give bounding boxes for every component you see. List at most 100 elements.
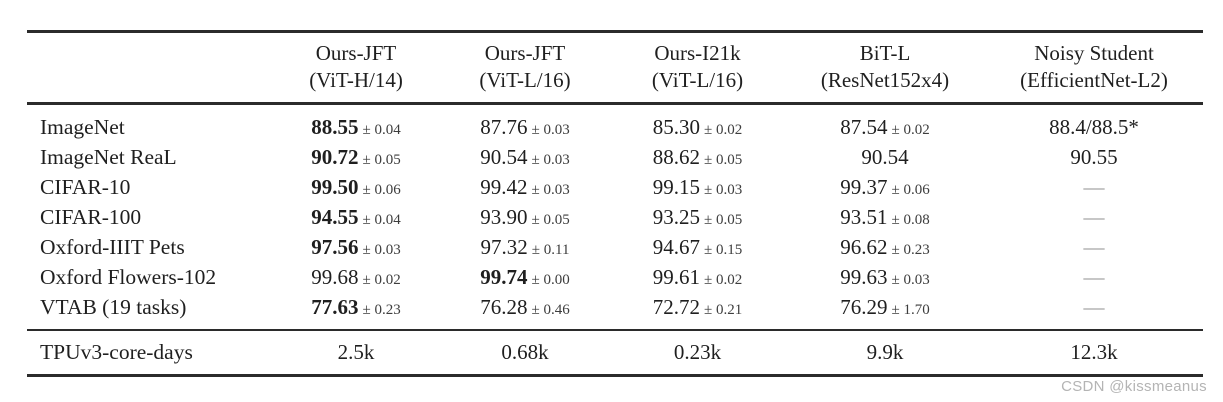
cell-value: 87.76: [480, 114, 528, 139]
cell-error-margin: ± 0.02: [704, 271, 743, 288]
cell-value: 90.54: [480, 144, 528, 169]
row-label: Oxford Flowers-102: [40, 264, 217, 289]
column-header-model: Noisy Student: [1034, 40, 1154, 65]
result-cell: 87.54 ± 0.02: [785, 104, 985, 143]
cell-error-margin: ± 0.04: [362, 211, 401, 228]
result-cell: 88.55 ± 0.04: [272, 104, 440, 143]
cell-error-margin: ± 0.03: [891, 271, 930, 288]
result-cell: 88.62 ± 0.05: [610, 142, 785, 172]
row-label: VTAB (19 tasks): [40, 294, 187, 319]
result-cell: 93.51 ± 0.08: [785, 202, 985, 232]
result-cell: 90.55: [985, 142, 1203, 172]
cell-value: —: [1083, 234, 1105, 259]
cell-value: 94.55: [311, 204, 359, 229]
result-cell: 72.72 ± 0.21: [610, 292, 785, 330]
cell-value: 99.50: [311, 174, 359, 199]
result-cell: 87.76 ± 0.03: [440, 104, 610, 143]
row-label: CIFAR-10: [40, 174, 131, 199]
result-cell: 99.74 ± 0.00: [440, 262, 610, 292]
cell-error-margin: ± 0.03: [531, 181, 570, 198]
table-row: Oxford Flowers-102 99.68 ± 0.02 99.74 ± 0.00…: [27, 262, 1203, 292]
cell-error-margin: ± 0.03: [531, 151, 570, 168]
table-row: CIFAR-10 99.50 ± 0.06 99.42 ± 0.03 99.15 ± 0.0…: [27, 172, 1203, 202]
cell-value: 93.51: [840, 204, 888, 229]
result-cell: 90.54: [785, 142, 985, 172]
column-header-architecture: (EfficientNet-L2): [1020, 67, 1168, 92]
cell-value: 93.90: [480, 204, 528, 229]
result-cell: 77.63 ± 0.23: [272, 292, 440, 330]
cell-error-margin: ± 0.03: [362, 241, 401, 258]
result-cell: 99.61 ± 0.02: [610, 262, 785, 292]
result-cell: 99.15 ± 0.03: [610, 172, 785, 202]
table-header: Ours-JFT (ViT-H/14) Ours-JFT (ViT-L/16) Ours…: [27, 31, 1203, 105]
cell-value: —: [1083, 204, 1105, 229]
cell-value: 99.63: [840, 264, 888, 289]
result-cell: —: [985, 202, 1203, 232]
cell-value: 99.15: [652, 174, 700, 199]
cell-value: 99.68: [311, 264, 359, 289]
cell-value: 88.55: [311, 114, 359, 139]
row-label: CIFAR-100: [40, 204, 142, 229]
result-cell: —: [985, 292, 1203, 330]
cell-error-margin: ± 0.21: [704, 301, 743, 318]
table-row: ImageNet ReaL 90.72 ± 0.05 90.54 ± 0.03 88.62…: [27, 142, 1203, 172]
cell-value: 76.29: [840, 294, 888, 319]
cell-value: 96.62: [840, 234, 888, 259]
cell-value: 76.28: [480, 294, 528, 319]
result-cell: 99.50 ± 0.06: [272, 172, 440, 202]
cell-value: —: [1083, 174, 1105, 199]
row-label: ImageNet: [40, 114, 125, 139]
results-table: Ours-JFT (ViT-H/14) Ours-JFT (ViT-L/16) Ours…: [27, 30, 1203, 377]
footer-cell: 0.68k: [440, 329, 610, 376]
result-cell: 93.90 ± 0.05: [440, 202, 610, 232]
cell-value: 97.56: [311, 234, 359, 259]
header-row: Ours-JFT (ViT-H/14) Ours-JFT (ViT-L/16) Ours…: [27, 31, 1203, 105]
footer-cell: 2.5k: [272, 329, 440, 376]
result-cell: 88.4/88.5*: [985, 104, 1203, 143]
cell-error-margin: ± 0.05: [704, 151, 743, 168]
cell-value: 99.61: [652, 264, 700, 289]
cell-error-margin: ± 0.03: [704, 181, 743, 198]
column-header: Ours-JFT (ViT-L/16): [440, 31, 610, 105]
footer-row-label: TPUv3-core-days: [27, 329, 272, 376]
cell-value: 72.72: [652, 294, 700, 319]
result-cell: 85.30 ± 0.02: [610, 104, 785, 143]
table-body: ImageNet 88.55 ± 0.04 87.76 ± 0.03 85.30 ± 0.0…: [27, 104, 1203, 331]
result-cell: 97.32 ± 0.11: [440, 232, 610, 262]
cell-value: 90.54: [861, 144, 909, 169]
cell-error-margin: ± 0.06: [891, 181, 930, 198]
column-header-model: Ours-JFT: [484, 40, 566, 65]
column-header-architecture: (ViT-L/16): [479, 67, 571, 92]
csdn-watermark: CSDN @kissmeanus: [1061, 378, 1207, 395]
cell-value: 77.63: [311, 294, 359, 319]
cell-value: —: [1083, 264, 1105, 289]
cell-value: 90.55: [1070, 144, 1118, 169]
table-row: CIFAR-100 94.55 ± 0.04 93.90 ± 0.05 93.25 ± 0.…: [27, 202, 1203, 232]
cell-value: 99.74: [480, 264, 528, 289]
header-corner-cell: [27, 31, 272, 105]
cell-value: 99.42: [480, 174, 528, 199]
cell-error-margin: ± 0.02: [362, 271, 401, 288]
footer-cell: 0.23k: [610, 329, 785, 376]
cell-value: 88.4/88.5*: [1049, 114, 1139, 139]
cell-error-margin: ± 0.08: [891, 211, 930, 228]
row-label: ImageNet ReaL: [40, 144, 177, 169]
footer-cell: 9.9k: [785, 329, 985, 376]
cell-error-margin: ± 0.04: [362, 121, 401, 138]
result-cell: 99.42 ± 0.03: [440, 172, 610, 202]
cell-error-margin: ± 0.15: [704, 241, 743, 258]
result-cell: 76.28 ± 0.46: [440, 292, 610, 330]
result-cell: 93.25 ± 0.05: [610, 202, 785, 232]
result-cell: 90.72 ± 0.05: [272, 142, 440, 172]
result-cell: 94.67 ± 0.15: [610, 232, 785, 262]
column-header-model: BiT-L: [859, 40, 911, 65]
footer-cell: 12.3k: [985, 329, 1203, 376]
cell-error-margin: ± 0.46: [531, 301, 570, 318]
cell-error-margin: ± 0.05: [531, 211, 570, 228]
result-cell: 76.29 ± 1.70: [785, 292, 985, 330]
column-header: Ours-I21k (ViT-L/16): [610, 31, 785, 105]
table-footer: TPUv3-core-days 2.5k 0.68k 0.23k 9.9k 12.3k: [27, 329, 1203, 376]
cell-value: 87.54: [840, 114, 888, 139]
column-header-architecture: (ViT-H/14): [309, 67, 403, 92]
